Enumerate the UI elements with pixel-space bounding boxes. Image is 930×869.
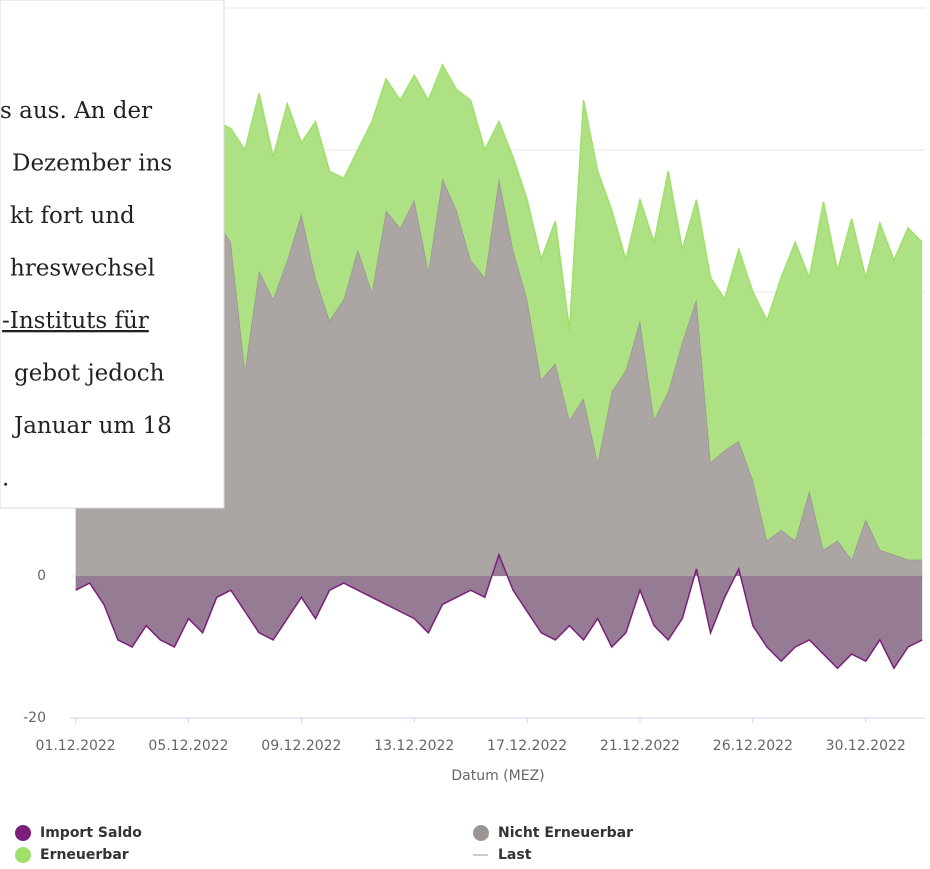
area	[75, 178, 923, 576]
area	[75, 554, 923, 669]
legend-symbol	[473, 825, 489, 841]
legend-label: Import Saldo	[40, 825, 142, 841]
area-edge	[75, 552, 923, 670]
y-tick-label: -20	[23, 710, 46, 726]
area	[75, 64, 923, 560]
legend-label: Erneuerbar	[40, 847, 129, 863]
x-axis-title: Datum (MEZ)	[451, 768, 544, 784]
article-line: Januar um 18	[12, 413, 172, 439]
x-tick-label: 17.12.2022	[487, 738, 567, 754]
article-line: kt fort und	[10, 203, 135, 229]
article-link[interactable]: -Instituts für	[2, 308, 149, 334]
x-tick-label: 30.12.2022	[826, 738, 906, 754]
x-tick-label: 26.12.2022	[713, 738, 793, 754]
legend-label: Last	[498, 847, 532, 863]
article-line: Dezember ins	[12, 151, 172, 177]
legend-symbol	[15, 825, 31, 841]
article-line: .	[2, 466, 9, 492]
x-tick-label: 09.12.2022	[261, 738, 341, 754]
axes: -2002040608001.12.202205.12.202209.12.20…	[23, 0, 906, 754]
x-tick-label: 13.12.2022	[374, 738, 454, 754]
article-text: s aus. An der Dezember ins kt fort und hre…	[0, 98, 172, 492]
article-line: hreswechsel	[10, 256, 155, 282]
legend: Import Saldo Nicht Erneuerbar Erneuerbar La…	[15, 825, 633, 863]
x-tick-label: 01.12.2022	[36, 738, 116, 754]
article-box	[0, 0, 225, 509]
article-line: s aus. An der	[0, 98, 152, 124]
legend-label: Nicht Erneuerbar	[498, 825, 633, 841]
legend-symbol	[15, 847, 31, 863]
x-tick-label: 21.12.2022	[600, 738, 680, 754]
article-line: gebot jedoch	[14, 361, 165, 387]
areas	[74, 63, 923, 670]
y-tick-label: 0	[37, 568, 46, 584]
x-tick-label: 05.12.2022	[148, 738, 228, 754]
article-overlay: s aus. An der Dezember ins kt fort und hre…	[0, 0, 225, 509]
